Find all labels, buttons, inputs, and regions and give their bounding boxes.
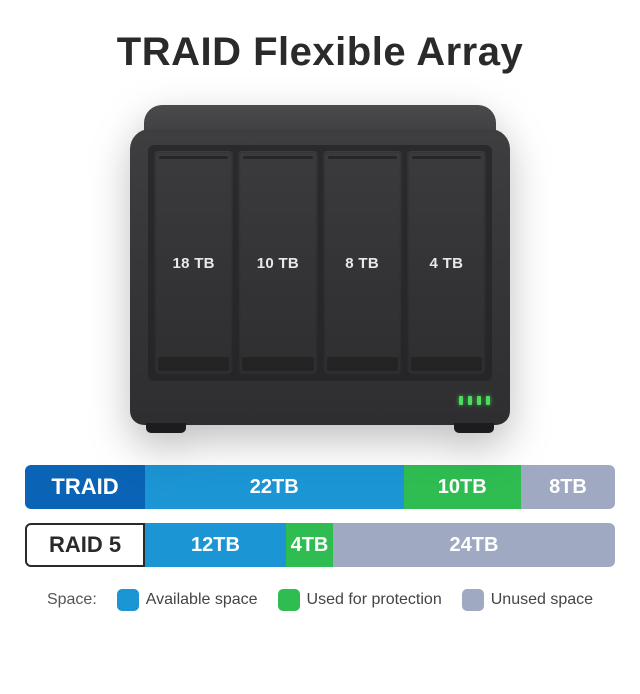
legend-item: Used for protection [278, 589, 442, 611]
drive-capacity-label: 8 TB [345, 255, 379, 272]
nas-device: 18 TB 10 TB 8 TB 4 TB [130, 105, 510, 425]
drive-capacity-label: 18 TB [172, 255, 214, 272]
drive-bay: 18 TB [154, 151, 233, 375]
drive-bays: 18 TB 10 TB 8 TB 4 TB [148, 145, 492, 381]
bar-segment: 10TB [404, 465, 522, 509]
bar-label: TRAID [25, 465, 145, 509]
bar-segment: 8TB [521, 465, 615, 509]
legend-label: Used for protection [307, 591, 442, 609]
drive-bay: 10 TB [238, 151, 317, 375]
comparison-bars: TRAID22TB10TB8TBRAID 512TB4TB24TB [25, 465, 615, 567]
infographic-page: TRAID Flexible Array 18 TB10 TB8 TB4 TB … [0, 0, 640, 694]
legend-label: Unused space [491, 591, 593, 609]
drive-bay: 4 TB [407, 151, 486, 375]
status-led [477, 396, 481, 405]
bar-row: RAID 512TB4TB24TB [25, 523, 615, 567]
bar-segment: 12TB [145, 523, 286, 567]
device-body: 18 TB 10 TB 8 TB 4 TB [130, 129, 510, 425]
device-base [148, 381, 492, 409]
bar-segment: 4TB [286, 523, 333, 567]
bar-label: RAID 5 [25, 523, 145, 567]
drive-bay: 8 TB [323, 151, 402, 375]
drive-capacity-label: 10 TB [257, 255, 299, 272]
status-led [468, 396, 472, 405]
legend: Space: Available space Used for protectio… [25, 589, 615, 611]
legend-label: Available space [146, 591, 258, 609]
page-title: TRAID Flexible Array [117, 30, 523, 75]
bay-handle [327, 357, 398, 371]
status-leds [459, 396, 490, 405]
drive-capacity-label: 4 TB [430, 255, 464, 272]
legend-title: Space: [47, 591, 97, 609]
device-foot [454, 423, 494, 433]
legend-swatch [278, 589, 300, 611]
bay-handle [242, 357, 313, 371]
legend-item: Unused space [462, 589, 593, 611]
status-led [459, 396, 463, 405]
bar-segments: 22TB10TB8TB [145, 465, 615, 509]
status-led [486, 396, 490, 405]
legend-swatch [117, 589, 139, 611]
bar-segment: 22TB [145, 465, 404, 509]
legend-item: Available space [117, 589, 258, 611]
bay-handle [158, 357, 229, 371]
bar-segments: 12TB4TB24TB [145, 523, 615, 567]
bar-row: TRAID22TB10TB8TB [25, 465, 615, 509]
device-foot [146, 423, 186, 433]
bay-handle [411, 357, 482, 371]
legend-swatch [462, 589, 484, 611]
bar-segment: 24TB [333, 523, 615, 567]
